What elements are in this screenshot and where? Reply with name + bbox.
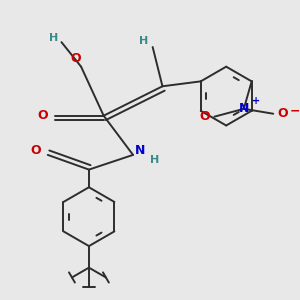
Text: +: + (251, 96, 260, 106)
Text: O: O (199, 110, 210, 123)
Text: H: H (150, 155, 159, 165)
Text: −: − (290, 104, 300, 117)
Text: N: N (135, 143, 145, 157)
Text: H: H (49, 33, 58, 43)
Text: O: O (31, 143, 41, 157)
Text: O: O (278, 107, 288, 120)
Text: O: O (38, 109, 48, 122)
Text: O: O (71, 52, 82, 65)
Text: N: N (238, 102, 249, 115)
Text: H: H (139, 36, 148, 46)
